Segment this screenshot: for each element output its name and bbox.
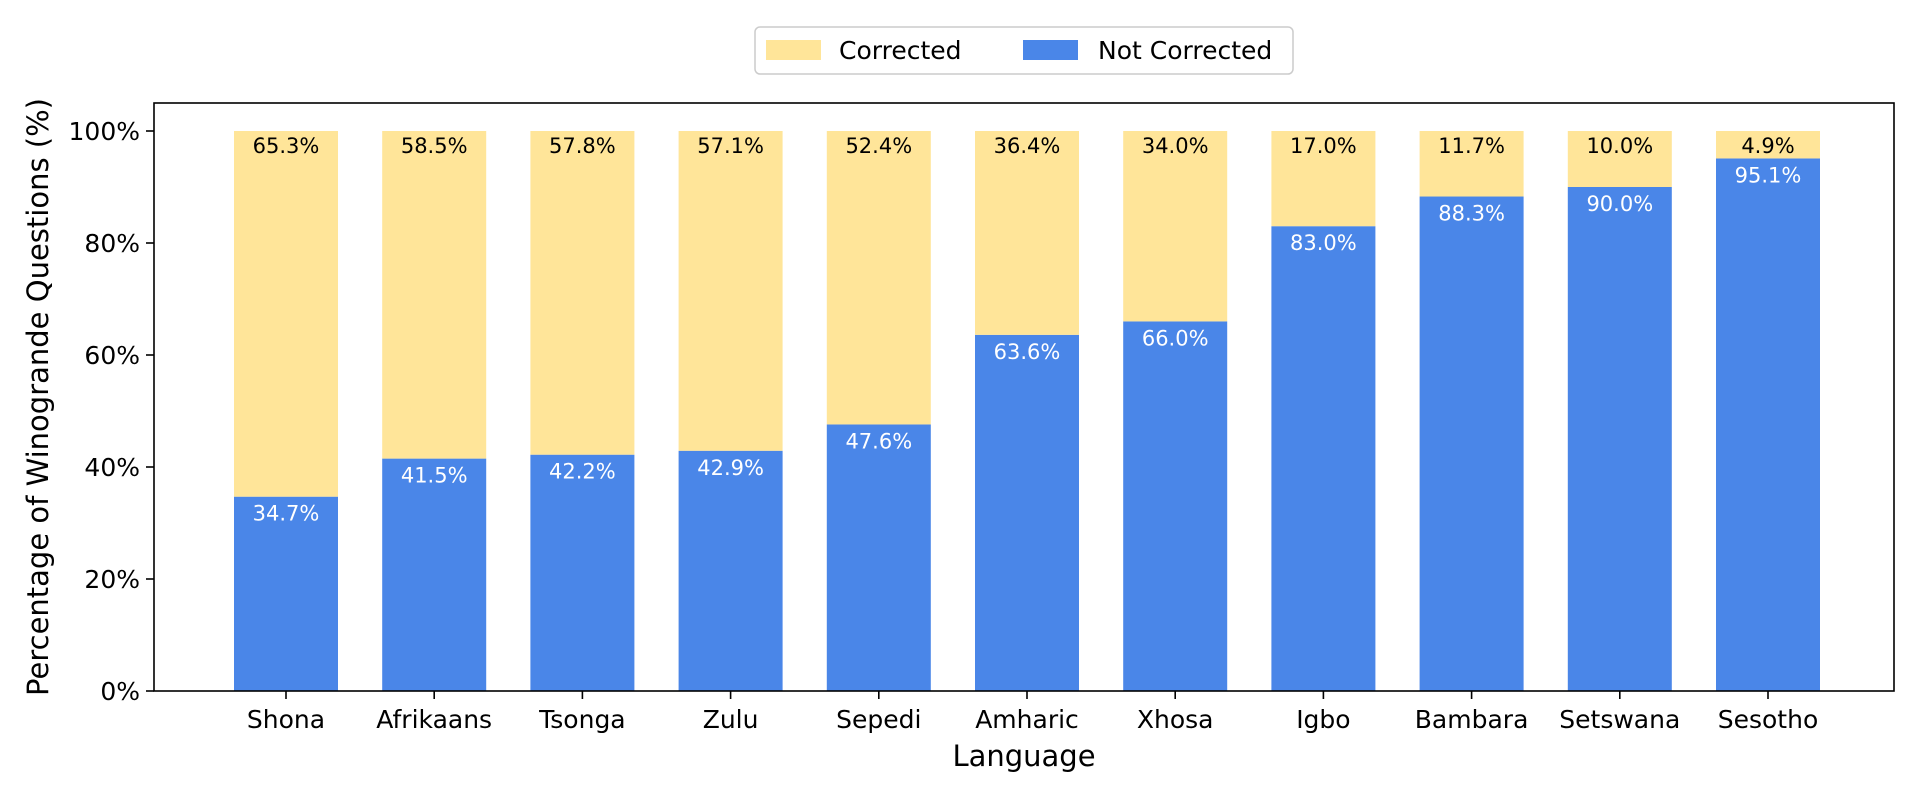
bar-not-corrected-sesotho	[1716, 158, 1820, 691]
bar-not-corrected-amharic	[975, 334, 1079, 691]
legend-label-corrected: Corrected	[839, 36, 962, 65]
bar-not-corrected-zulu	[678, 450, 783, 691]
x-tick-label-amharic: Amharic	[975, 705, 1079, 734]
bar-label-not-corrected-amharic: 63.6%	[994, 340, 1061, 364]
legend-swatch-not-corrected	[1023, 40, 1078, 60]
bar-not-corrected-setswana	[1567, 187, 1672, 691]
x-axis-label: Language	[952, 739, 1095, 773]
bar-label-not-corrected-xhosa: 66.0%	[1142, 326, 1209, 350]
bar-corrected-zulu	[678, 131, 783, 451]
bar-label-corrected-bambara: 11.7%	[1438, 134, 1505, 158]
y-tick-label: 60%	[84, 341, 140, 370]
x-tick-label-bambara: Bambara	[1415, 705, 1529, 734]
plot-frame	[153, 102, 1895, 692]
bar-labels-layer: 34.7% 65.3% 41.5% 58.5% 42.2% 57.8% 42.9% 57.1%…	[253, 134, 1802, 526]
bar-label-corrected-sesotho: 4.9%	[1741, 134, 1794, 158]
bar-label-corrected-tsonga: 57.8%	[549, 134, 616, 158]
bar-not-corrected-tsonga	[530, 454, 635, 691]
bar-not-corrected-bambara	[1419, 196, 1524, 691]
bar-label-corrected-shona: 65.3%	[253, 134, 320, 158]
x-tick-label-sesotho: Sesotho	[1718, 705, 1819, 734]
x-tick-label-tsonga: Tsonga	[538, 705, 626, 734]
bar-corrected-tsonga	[530, 131, 635, 455]
bar-label-corrected-sepedi: 52.4%	[845, 134, 912, 158]
bar-corrected-setswana	[1567, 131, 1672, 187]
bar-corrected-shona	[234, 131, 338, 497]
bar-corrected-sesotho	[1716, 131, 1820, 159]
x-tick-label-setswana: Setswana	[1559, 705, 1680, 734]
bar-corrected-amharic	[975, 131, 1079, 335]
x-tick-label-xhosa: Xhosa	[1137, 705, 1214, 734]
bar-label-corrected-zulu: 57.1%	[697, 134, 764, 158]
y-tick-label: 40%	[84, 453, 140, 482]
x-axis: Shona Afrikaans Tsonga Zulu Sepedi Amharic Xho…	[247, 691, 1818, 734]
bar-not-corrected-shona	[234, 496, 338, 691]
y-axis-label: Percentage of Winogrande Questions (%)	[21, 98, 55, 696]
bar-label-corrected-xhosa: 34.0%	[1142, 134, 1209, 158]
x-tick-label-shona: Shona	[247, 705, 325, 734]
bar-label-corrected-amharic: 36.4%	[994, 134, 1061, 158]
bar-label-not-corrected-shona: 34.7%	[253, 502, 320, 526]
bar-label-not-corrected-igbo: 83.0%	[1290, 231, 1357, 255]
y-axis: 0% 20% 40% 60% 80% 100%	[69, 117, 154, 706]
legend-swatch-corrected	[766, 40, 821, 60]
x-tick-label-igbo: Igbo	[1296, 705, 1350, 734]
bar-label-corrected-setswana: 10.0%	[1586, 134, 1653, 158]
bar-label-not-corrected-setswana: 90.0%	[1586, 192, 1653, 216]
legend-label-not-corrected: Not Corrected	[1098, 36, 1272, 65]
y-tick-label: 100%	[69, 117, 140, 146]
bar-label-not-corrected-zulu: 42.9%	[697, 456, 764, 480]
bar-label-not-corrected-sesotho: 95.1%	[1735, 163, 1802, 187]
bar-label-not-corrected-sepedi: 47.6%	[845, 429, 912, 453]
bar-not-corrected-afrikaans	[382, 458, 487, 691]
bar-label-not-corrected-tsonga: 42.2%	[549, 460, 616, 484]
y-tick-label: 80%	[84, 229, 140, 258]
bar-corrected-afrikaans	[382, 131, 487, 459]
y-tick-label: 20%	[84, 565, 140, 594]
bar-label-not-corrected-afrikaans: 41.5%	[401, 464, 468, 488]
x-tick-label-zulu: Zulu	[703, 705, 759, 734]
bar-corrected-igbo	[1271, 131, 1376, 227]
bar-not-corrected-sepedi	[826, 424, 931, 691]
bar-label-corrected-afrikaans: 58.5%	[401, 134, 468, 158]
bar-corrected-bambara	[1419, 131, 1524, 197]
x-tick-label-afrikaans: Afrikaans	[376, 705, 492, 734]
bar-label-not-corrected-bambara: 88.3%	[1438, 202, 1505, 226]
bar-corrected-xhosa	[1123, 131, 1228, 322]
bar-not-corrected-xhosa	[1123, 321, 1228, 691]
legend: Corrected Not Corrected	[754, 26, 1294, 75]
bar-corrected-sepedi	[826, 131, 931, 425]
bar-label-corrected-igbo: 17.0%	[1290, 134, 1357, 158]
x-tick-label-sepedi: Sepedi	[836, 705, 921, 734]
y-tick-label: 0%	[100, 677, 140, 706]
bars-layer	[234, 131, 1820, 691]
bar-not-corrected-igbo	[1271, 226, 1376, 691]
